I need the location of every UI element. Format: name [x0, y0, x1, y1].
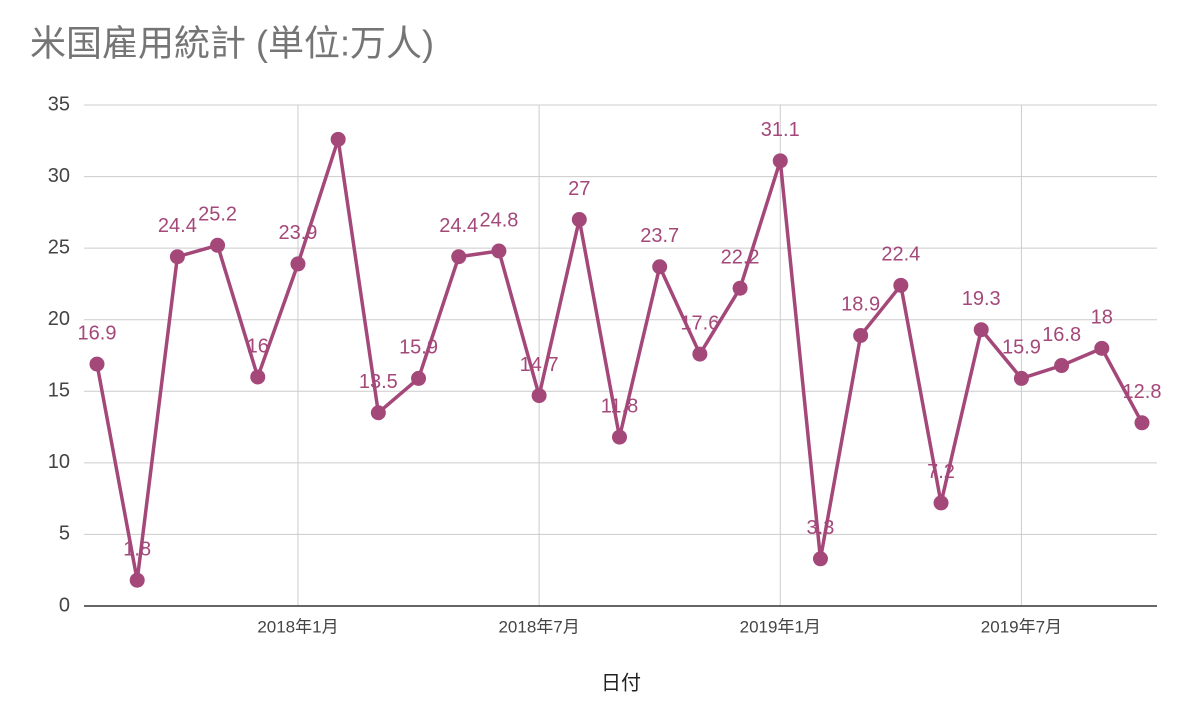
marker — [732, 280, 748, 296]
data-label: 7.2 — [927, 461, 955, 483]
x-tick-label: 2019年7月 — [981, 617, 1062, 636]
marker — [612, 429, 627, 445]
marker — [772, 153, 788, 169]
data-label: 24.4 — [439, 215, 478, 237]
data-label: 16.8 — [1042, 324, 1081, 346]
x-tick-label: 2018年7月 — [498, 617, 579, 636]
chart-title: 米国雇用統計 (単位:万人) — [30, 23, 434, 64]
data-label: 22.2 — [721, 247, 760, 269]
x-tick-label: 2019年1月 — [740, 617, 821, 636]
data-label: 11.8 — [601, 395, 638, 417]
data-label: 16.9 — [78, 322, 117, 344]
marker — [89, 356, 105, 372]
data-label: 1.8 — [123, 539, 151, 561]
y-tick-label: 20 — [48, 308, 70, 330]
y-tick-label: 0 — [59, 594, 70, 616]
data-label: 12.8 — [1123, 381, 1162, 403]
marker — [1094, 340, 1110, 356]
marker — [1013, 370, 1029, 386]
data-label: 22.4 — [881, 244, 920, 266]
data-label: 25.2 — [198, 204, 237, 226]
data-label: 17.6 — [680, 312, 719, 334]
marker — [250, 369, 266, 385]
marker — [893, 277, 909, 293]
y-tick-label: 25 — [48, 236, 70, 258]
y-tick-label: 5 — [59, 523, 70, 545]
marker — [451, 249, 467, 265]
marker — [330, 131, 346, 147]
data-label: 15.9 — [1002, 337, 1041, 359]
marker — [571, 212, 587, 228]
data-label: 19.3 — [962, 288, 1001, 310]
marker — [933, 495, 949, 511]
marker — [290, 256, 306, 272]
marker — [652, 259, 668, 275]
y-tick-label: 30 — [48, 165, 70, 187]
marker — [692, 346, 708, 362]
x-tick-label: 2018年1月 — [257, 617, 338, 636]
marker — [1134, 415, 1150, 431]
marker — [411, 370, 427, 386]
marker — [370, 405, 386, 421]
y-tick-label: 10 — [48, 451, 70, 473]
data-label: 24.4 — [158, 215, 197, 237]
data-label: 16 — [247, 335, 269, 357]
marker — [129, 572, 145, 588]
data-label: 18.9 — [841, 294, 880, 316]
marker — [853, 327, 869, 343]
y-tick-label: 35 — [48, 93, 70, 115]
marker — [210, 237, 226, 253]
data-label: 3.3 — [807, 517, 835, 539]
marker — [1054, 358, 1070, 374]
data-label: 31.1 — [761, 119, 800, 141]
marker — [491, 243, 507, 259]
data-label: 27 — [568, 178, 590, 200]
y-tick-label: 15 — [48, 380, 70, 402]
marker — [169, 249, 185, 265]
marker — [531, 388, 547, 404]
data-label: 14.7 — [520, 354, 559, 376]
data-label: 15.9 — [399, 337, 438, 359]
data-label: 23.7 — [640, 225, 679, 247]
data-label: 24.8 — [479, 209, 518, 231]
marker — [812, 551, 828, 567]
data-label: 23.9 — [278, 222, 317, 244]
data-label: 18 — [1091, 307, 1113, 329]
data-label: 13.5 — [359, 371, 398, 393]
marker — [973, 322, 989, 338]
x-axis-label: 日付 — [601, 671, 641, 694]
